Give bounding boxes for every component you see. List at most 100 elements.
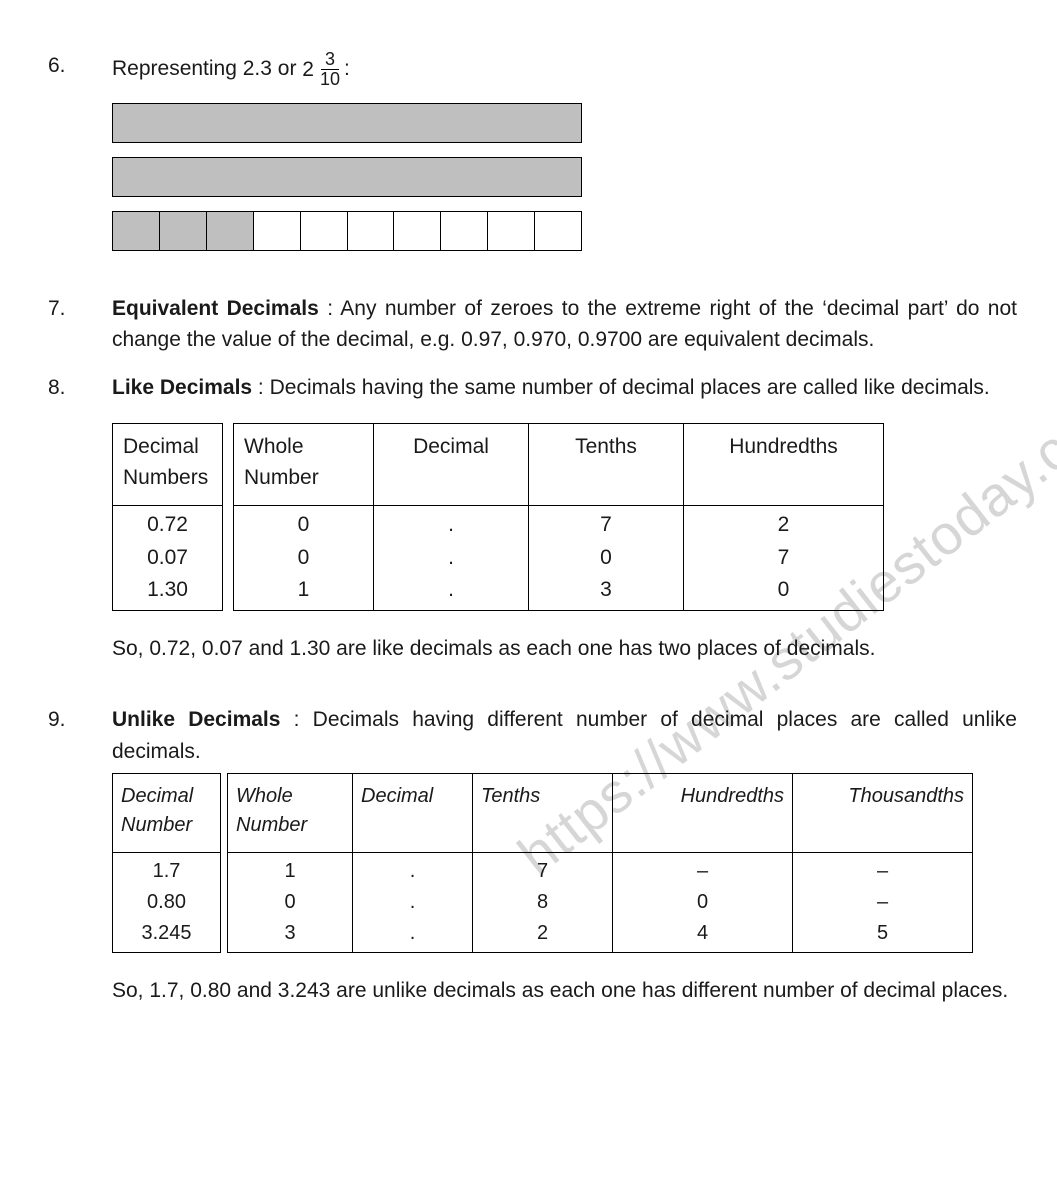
t2-r2-c0: 3 <box>284 922 295 944</box>
unlike-decimals-labelcol: Decimal Number 1.7 0.80 3.245 <box>112 773 221 953</box>
item-8-followup: So, 0.72, 0.07 and 1.30 are like decimal… <box>112 633 1017 665</box>
t2-h-decimal: Decimal <box>353 774 473 853</box>
t1-left-hdr-l1: Decimal <box>123 435 199 458</box>
t1-col-tenths: 7 0 3 <box>529 506 684 611</box>
t2-r0-c4: – <box>877 860 888 882</box>
t2-left-hdr: Decimal Number <box>113 774 221 853</box>
item-8-number: 8. <box>40 372 112 689</box>
item-6-body: Representing 2.3 or 2 3 10 : <box>112 50 1017 277</box>
bar3-cell-6 <box>348 212 395 250</box>
t1-h-tenths: Tenths <box>529 424 684 506</box>
t1-r1-c3: 7 <box>778 546 790 569</box>
t2-left-data: 1.7 0.80 3.245 <box>113 853 221 953</box>
t2-left-hdr-l2: Number <box>121 814 192 836</box>
t1-left-hdr-l2: Numbers <box>123 466 208 489</box>
fraction: 3 10 <box>316 50 344 89</box>
t1-col-whole: 0 0 1 <box>234 506 374 611</box>
t1-r1-label: 0.07 <box>147 546 188 569</box>
t2-col-hundredths: – 0 4 <box>613 853 793 953</box>
t1-r0-c3: 2 <box>778 513 790 536</box>
t1-h-tenths-l1: Tenths <box>575 435 637 458</box>
fraction-bar-2 <box>112 157 582 197</box>
t1-r2-c3: 0 <box>778 578 790 601</box>
t2-r0-c1: . <box>410 860 416 882</box>
t2-r2-c2: 2 <box>537 922 548 944</box>
item-9-followup: So, 1.7, 0.80 and 3.243 are unlike decim… <box>112 975 1017 1007</box>
t2-h-tenths-l1: Tenths <box>481 785 540 807</box>
t2-h-thousandths-l1: Thousandths <box>848 785 964 807</box>
t2-r1-c3: 0 <box>697 891 708 913</box>
bar3-cell-4 <box>254 212 301 250</box>
t2-h-tenths: Tenths <box>473 774 613 853</box>
t2-r2-c3: 4 <box>697 922 708 944</box>
t2-h-whole: Whole Number <box>228 774 353 853</box>
item-6-tail: : <box>344 57 350 80</box>
t1-r2-label: 1.30 <box>147 578 188 601</box>
t2-col-whole: 1 0 3 <box>228 853 353 953</box>
t2-r0-c2: 7 <box>537 860 548 882</box>
item-6-number: 6. <box>40 50 112 277</box>
t1-r1-c0: 0 <box>298 546 310 569</box>
item-9-number: 9. <box>40 704 112 1031</box>
unlike-decimals-table: Whole Number Decimal Tenths Hundredths <box>227 773 973 953</box>
t1-r1-c1: . <box>448 546 454 569</box>
t2-r2-c1: . <box>410 922 416 944</box>
t2-left-hdr-l1: Decimal <box>121 785 193 807</box>
fraction-denominator: 10 <box>316 70 344 89</box>
item-6: 6. Representing 2.3 or 2 3 10 : <box>40 50 1017 277</box>
t2-r0-label: 1.7 <box>153 860 181 882</box>
t1-r1-c2: 0 <box>600 546 612 569</box>
t1-h-whole: Whole Number <box>234 424 374 506</box>
t1-r0-c2: 7 <box>600 513 612 536</box>
t1-r2-c2: 3 <box>600 578 612 601</box>
bar3-cell-5 <box>301 212 348 250</box>
item-6-lead: Representing 2.3 or <box>112 57 302 80</box>
item-8-text: : Decimals having the same number of dec… <box>252 376 990 399</box>
fraction-bar-1 <box>112 103 582 143</box>
bar3-cell-8 <box>441 212 488 250</box>
t2-h-hundredths-l1: Hundredths <box>681 785 784 807</box>
t2-h-whole-l1: Whole <box>236 785 293 807</box>
t1-left-hdr: Decimal Numbers <box>113 424 223 506</box>
t1-h-whole-l2: Number <box>244 466 319 489</box>
t2-r2-c4: 5 <box>877 922 888 944</box>
fraction-bar-3 <box>112 211 582 251</box>
item-7-number: 7. <box>40 293 112 356</box>
t2-h-decimal-l1: Decimal <box>361 785 433 807</box>
fraction-numerator: 3 <box>321 50 339 70</box>
like-decimals-labelcol: Decimal Numbers 0.72 0.07 1.30 <box>112 423 223 611</box>
mixed-whole: 2 <box>302 54 314 86</box>
bar3-cell-2 <box>160 212 207 250</box>
t1-h-hundredths: Hundredths <box>684 424 884 506</box>
fraction-bars <box>112 103 1017 251</box>
t1-gap <box>223 423 233 611</box>
t2-col-thousandths: – – 5 <box>793 853 973 953</box>
t2-r1-c2: 8 <box>537 891 548 913</box>
t2-h-hundredths: Hundredths <box>613 774 793 853</box>
t2-col-decimal: . . . <box>353 853 473 953</box>
bar3-cell-3 <box>207 212 254 250</box>
t2-h-whole-l2: Number <box>236 814 307 836</box>
bar3-cell-1 <box>113 212 160 250</box>
item-9: 9. Unlike Decimals : Decimals having dif… <box>40 704 1017 1031</box>
unlike-decimals-tablewrap: Decimal Number 1.7 0.80 3.245 <box>112 773 1017 953</box>
t2-r0-c0: 1 <box>284 860 295 882</box>
bar3-cell-10 <box>535 212 581 250</box>
t1-r0-label: 0.72 <box>147 513 188 536</box>
t2-r2-label: 3.245 <box>141 922 191 944</box>
item-8-body: Like Decimals : Decimals having the same… <box>112 372 1017 689</box>
t2-h-thousandths: Thousandths <box>793 774 973 853</box>
t2-r1-label: 0.80 <box>147 891 186 913</box>
t1-r2-c0: 1 <box>298 578 310 601</box>
bar3-cell-7 <box>394 212 441 250</box>
t1-h-decimal: Decimal <box>374 424 529 506</box>
t1-r2-c1: . <box>448 578 454 601</box>
t1-col-decimal: . . . <box>374 506 529 611</box>
item-9-bold: Unlike Decimals <box>112 708 280 731</box>
t2-col-tenths: 7 8 2 <box>473 853 613 953</box>
mixed-number: 2 3 10 <box>302 50 344 89</box>
item-7-body: Equivalent Decimals : Any number of zero… <box>112 293 1017 356</box>
item-8: 8. Like Decimals : Decimals having the s… <box>40 372 1017 689</box>
t1-h-decimal-l1: Decimal <box>413 435 489 458</box>
item-8-bold: Like Decimals <box>112 376 252 399</box>
